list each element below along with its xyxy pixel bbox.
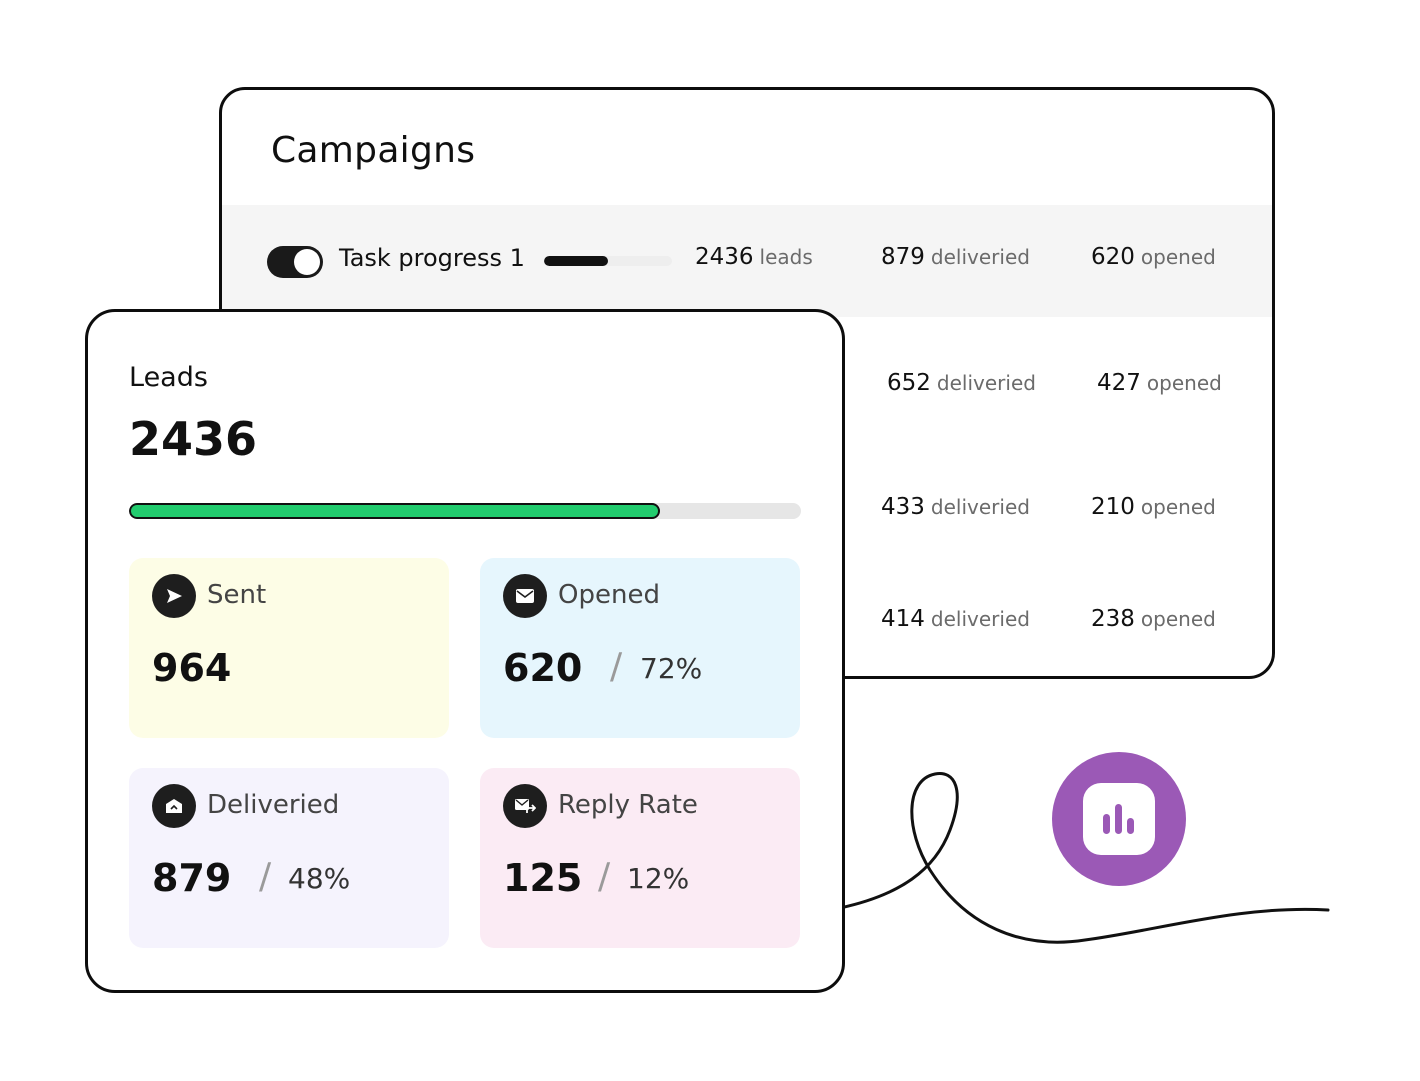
- delivered-unit: deliveried: [930, 607, 1030, 631]
- delivered-unit: deliveried: [936, 371, 1036, 395]
- opened-label: Opened: [558, 580, 660, 610]
- toggle-knob: [294, 249, 320, 275]
- delivered-stat: 652 deliveried: [887, 370, 1036, 396]
- delivered-percent: 48%: [288, 862, 351, 895]
- leads-total: 2436: [129, 412, 258, 466]
- task-progress-bar: [544, 256, 672, 266]
- delivered-unit: deliveried: [930, 495, 1030, 519]
- leads-title: Leads: [129, 362, 208, 393]
- sent-label: Sent: [207, 580, 267, 610]
- delivered-stat: 433 deliveried: [881, 494, 1030, 520]
- opened-value: 620: [503, 646, 583, 690]
- leads-count: 2436: [695, 244, 754, 270]
- campaign-toggle[interactable]: [267, 246, 323, 278]
- delivered-label: Deliveried: [207, 790, 340, 820]
- delivered-value: 879: [152, 856, 232, 900]
- opened-count: 620: [1091, 244, 1135, 270]
- reply-mail-icon: [503, 784, 547, 828]
- delivered-stat: 414 deliveried: [881, 606, 1030, 632]
- leads-unit: leads: [759, 245, 813, 269]
- delivered-count: 433: [881, 494, 925, 520]
- opened-percent: 72%: [640, 652, 703, 685]
- task-progress-label: Task progress 1: [339, 244, 525, 272]
- send-icon: [152, 574, 196, 618]
- opened-stat: 427 opened: [1097, 370, 1222, 396]
- opened-count: 427: [1097, 370, 1141, 396]
- sent-value: 964: [152, 646, 232, 690]
- opened-count: 210: [1091, 494, 1135, 520]
- divider-slash: /: [259, 856, 272, 897]
- opened-stat: 238 opened: [1091, 606, 1216, 632]
- leads-progress-bar: [129, 503, 801, 519]
- opened-tile[interactable]: Opened 620 / 72%: [480, 558, 800, 738]
- reply-rate-label: Reply Rate: [558, 790, 698, 820]
- leads-stat: 2436 leads: [695, 244, 813, 270]
- reply-rate-value: 125: [503, 856, 583, 900]
- sent-tile[interactable]: Sent 964: [129, 558, 449, 738]
- envelope-icon: [503, 574, 547, 618]
- reply-rate-tile[interactable]: Reply Rate 125 / 12%: [480, 768, 800, 948]
- opened-unit: opened: [1140, 495, 1216, 519]
- opened-unit: opened: [1146, 371, 1222, 395]
- opened-unit: opened: [1140, 245, 1216, 269]
- opened-stat: 620 opened: [1091, 244, 1216, 270]
- campaign-row-highlighted[interactable]: Task progress 1 2436 leads 879 deliveried …: [222, 205, 1272, 317]
- campaigns-title: Campaigns: [271, 130, 476, 171]
- delivered-stat: 879 deliveried: [881, 244, 1030, 270]
- bar-chart-icon: [1083, 783, 1155, 855]
- delivered-count: 879: [881, 244, 925, 270]
- leads-card: Leads 2436 Sent 964 Opened 620 / 72% Del…: [85, 309, 845, 993]
- opened-count: 238: [1091, 606, 1135, 632]
- inbox-icon: [152, 784, 196, 828]
- brand-logo-badge: [1052, 752, 1186, 886]
- task-progress-fill: [544, 256, 608, 266]
- delivered-count: 652: [887, 370, 931, 396]
- divider-slash: /: [610, 646, 623, 687]
- opened-stat: 210 opened: [1091, 494, 1216, 520]
- divider-slash: /: [598, 856, 611, 897]
- delivered-unit: deliveried: [930, 245, 1030, 269]
- delivered-count: 414: [881, 606, 925, 632]
- opened-unit: opened: [1140, 607, 1216, 631]
- leads-progress-fill: [129, 503, 660, 519]
- delivered-tile[interactable]: Deliveried 879 / 48%: [129, 768, 449, 948]
- reply-rate-percent: 12%: [627, 862, 690, 895]
